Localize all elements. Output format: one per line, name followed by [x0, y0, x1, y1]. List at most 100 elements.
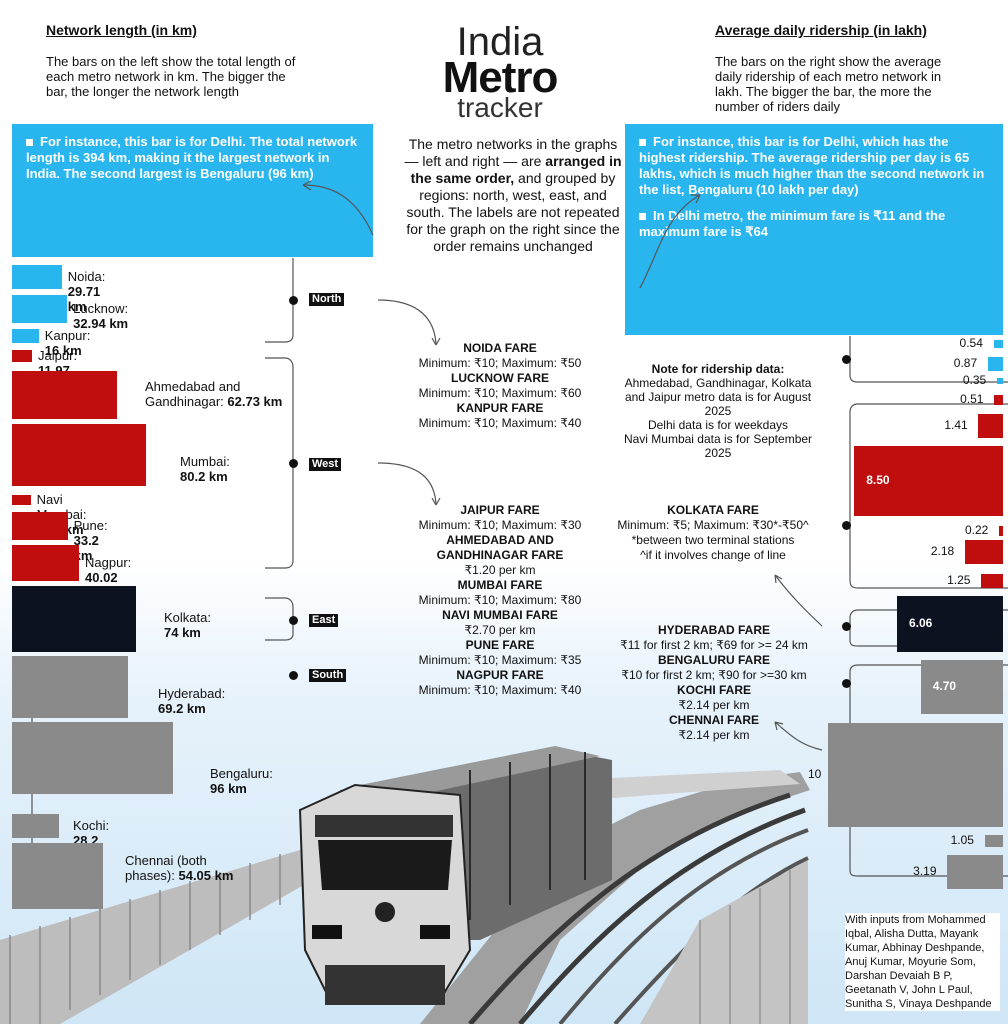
bar-right-ahmedabad-and-gandhinagar	[978, 414, 1003, 438]
west-dot	[289, 459, 298, 468]
bar-left-label-value: 32.94 km	[73, 316, 129, 331]
fare-detail: Minimum: ₹10; Maximum: ₹40	[418, 416, 582, 430]
region-tag-east: East	[309, 614, 339, 627]
fare-detail: ₹2.14 per km	[678, 698, 750, 712]
east-dot-right	[842, 622, 851, 631]
right-chart-description: The bars on the right show the average d…	[715, 54, 942, 114]
bar-left-label-name: Lucknow:	[73, 301, 129, 316]
fare-detail: ₹2.70 per km	[464, 623, 536, 637]
bar-left-label-name: Bengaluru:	[210, 766, 273, 781]
fare-detail: Minimum: ₹10; Maximum: ₹60	[418, 386, 582, 400]
south-dot	[289, 671, 298, 680]
bar-left-label-value: 62.73 km	[227, 394, 283, 409]
fare-detail: Minimum: ₹10; Maximum: ₹80	[418, 593, 582, 607]
fare-detail: ₹11 for first 2 km; ₹69 for >= 24 km	[620, 638, 808, 652]
bar-right-value: 10	[808, 767, 822, 781]
bar-right-lucknow	[987, 357, 1003, 371]
bar-right-jaipur	[994, 395, 1003, 405]
fare-note: ^if it involves change of line	[640, 548, 786, 562]
bar-left-label: Chennai (both phases): 54.05 km	[125, 853, 240, 883]
bar-right-value: 1.05	[950, 833, 974, 847]
bar-left-chennai-both-phases-	[12, 843, 103, 909]
south-dot-right	[842, 679, 851, 688]
fare-detail: Minimum: ₹10; Maximum: ₹40	[418, 683, 582, 697]
bar-right-nagpur	[981, 574, 1003, 588]
bar-right-chennai-both-phases-	[947, 855, 1003, 889]
note-line: Ahmedabad, Gandhinagar, Kolkata and Jaip…	[624, 376, 812, 418]
metro-train-illustration	[0, 746, 810, 1024]
bar-right-mumbai	[854, 446, 1003, 516]
bar-left-label-name: Pune:	[73, 518, 108, 533]
bar-left-label-value: 69.2 km	[158, 701, 206, 716]
bar-left-label-name: Jaipur:	[38, 348, 78, 363]
left-chart-description: The bars on the left show the total leng…	[46, 54, 296, 99]
bullet-icon	[639, 139, 646, 147]
fare-name: LUCKNOW FARE	[451, 371, 549, 385]
region-tag-west: West	[309, 458, 342, 471]
bar-left-label: Ahmedabad and Gandhinagar: 62.73 km	[145, 379, 295, 409]
fare-detail: ₹2.14 per km	[678, 728, 750, 742]
bar-right-value: 0.51	[960, 392, 984, 406]
bar-right-hyderabad	[920, 660, 1003, 714]
fares-east: KOLKATA FARE Minimum: ₹5; Maximum: ₹30*-…	[600, 503, 826, 563]
note-line: Delhi data is for weekdays	[647, 418, 789, 432]
bar-left-label-value: 96 km	[210, 781, 247, 796]
bar-left-label-value: 16 km	[44, 343, 82, 358]
bar-left-label: Noida: 29.71 km	[68, 269, 106, 314]
bar-left-label: Bengaluru: 96 km	[210, 766, 273, 796]
bar-right-value: 2.18	[930, 544, 955, 558]
bar-left-kochi	[12, 814, 60, 838]
fare-name: HYDERABAD FARE	[657, 623, 770, 637]
title-line-2: Metro	[442, 53, 559, 102]
bullet-icon	[639, 213, 646, 221]
bar-right-value: 6.06	[908, 616, 933, 630]
bar-right-value: 1.41	[944, 418, 968, 432]
bar-left-label: Mumbai: 80.2 km	[180, 454, 230, 484]
bar-right-bengaluru	[828, 723, 1003, 827]
bar-right-value: 3.19	[913, 864, 937, 878]
bar-left-label-name: Noida:	[67, 269, 106, 284]
west-dot-right	[842, 521, 851, 530]
fare-detail: Minimum: ₹5; Maximum: ₹30*-₹50^	[617, 518, 809, 532]
bar-left-lucknow	[12, 295, 68, 323]
credits: With inputs from Mohammed Iqbal, Alisha …	[845, 913, 1000, 1011]
fare-name: NAGPUR FARE	[456, 668, 544, 682]
fare-name: KANPUR FARE	[456, 401, 544, 415]
bar-left-jaipur	[12, 350, 33, 362]
right-chart-heading: Average daily ridership (in lakh)	[715, 22, 927, 38]
bar-left-label-name: Mumbai:	[180, 454, 230, 469]
bar-left-pune	[12, 512, 68, 540]
bar-left-label-value: 74 km	[164, 625, 201, 640]
bar-left-kanpur	[12, 329, 39, 343]
fare-name: AHMEDABAD AND GANDHINAGAR FARE	[436, 533, 564, 562]
fare-detail: ₹1.20 per km	[464, 563, 536, 577]
title-line-3: tracker	[457, 92, 543, 123]
bar-left-label-name: Ahmedabad and Gandhinagar:	[145, 379, 241, 409]
bar-left-label-name: Kanpur:	[44, 328, 91, 343]
bar-left-label-value: 54.05 km	[178, 868, 234, 883]
bar-right-pune	[964, 540, 1003, 564]
fare-name: PUNE FARE	[465, 638, 535, 652]
fare-name: MUMBAI FARE	[457, 578, 543, 592]
region-tag-north: North	[309, 293, 345, 306]
bar-right-value: 0.22	[965, 523, 989, 537]
bar-right-value: 4.70	[932, 679, 957, 693]
bar-left-delhi: For instance, this bar is for Delhi. The…	[12, 124, 373, 257]
bar-left-label: Kanpur: 16 km	[45, 328, 91, 358]
fare-name: NAVI MUMBAI FARE	[442, 608, 558, 622]
bar-left-label-name: Kochi:	[73, 818, 110, 833]
fare-detail: Minimum: ₹10; Maximum: ₹35	[418, 653, 582, 667]
fare-name: BENGALURU FARE	[657, 653, 770, 667]
bar-left-hyderabad	[12, 656, 128, 718]
bar-right-value: 8.50	[866, 473, 890, 487]
bar-left-label-name: Chennai (both phases):	[125, 853, 207, 883]
bar-left-kolkata	[12, 586, 136, 652]
bar-left-label: Lucknow: 32.94 km	[73, 301, 128, 331]
bar-right-delhi: For instance, this bar is for Delhi, whi…	[625, 124, 1003, 335]
bar-left-label: Hyderabad: 69.2 km	[158, 686, 225, 716]
bar-left-label-name: Hyderabad:	[158, 686, 226, 701]
ridership-note: Note for ridership data: Ahmedabad, Gand…	[618, 362, 818, 460]
bar-right-value: 0.87	[953, 356, 978, 370]
fares-north: NOIDA FARE Minimum: ₹10; Maximum: ₹50 LU…	[400, 341, 600, 431]
fare-detail: Minimum: ₹10; Maximum: ₹50	[418, 356, 582, 370]
